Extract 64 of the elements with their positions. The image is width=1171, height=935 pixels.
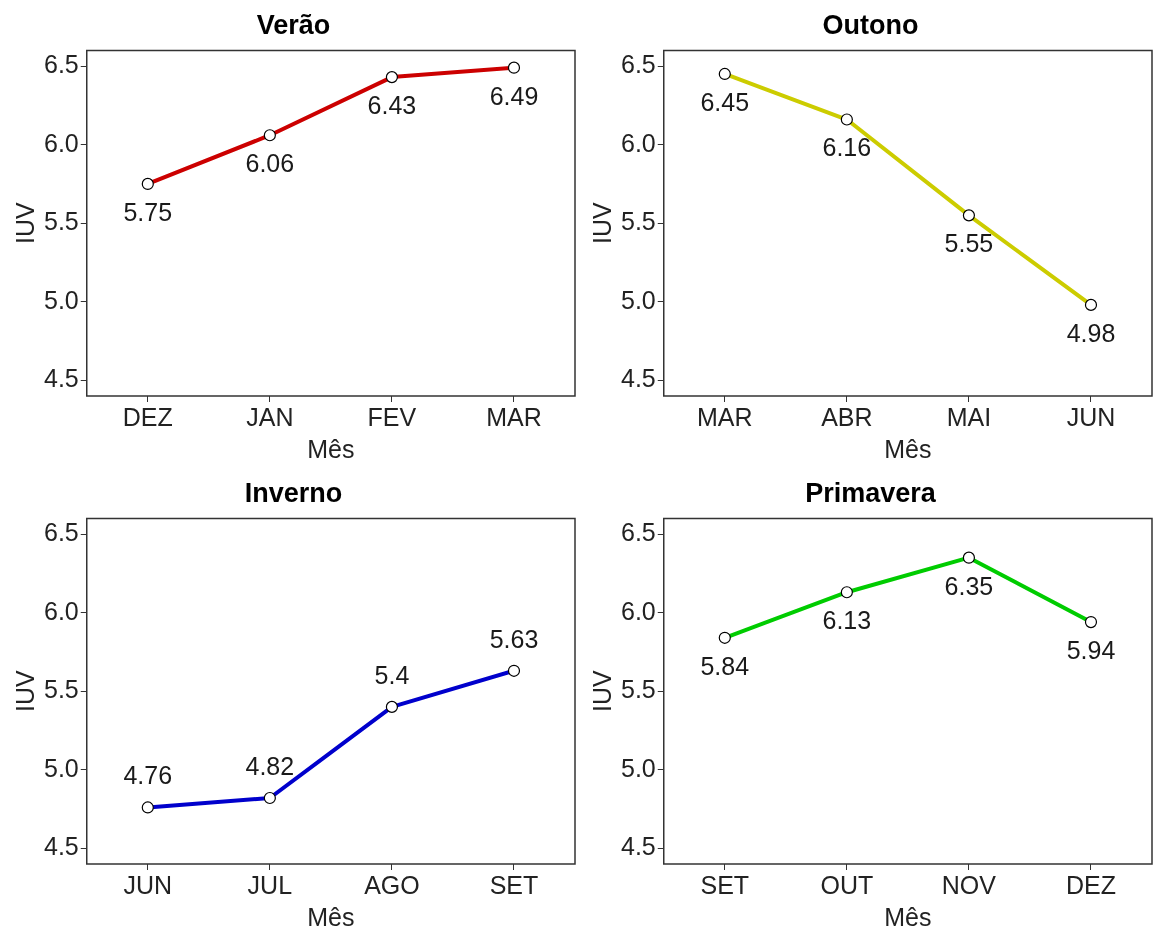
x-tick-label: MAI xyxy=(946,402,992,431)
y-tick-label: 6.5 xyxy=(620,50,656,78)
y-tick-label: 5.0 xyxy=(620,753,656,782)
chart-title: Inverno xyxy=(244,477,343,508)
y-tick-label: 6.0 xyxy=(620,128,656,157)
y-axis-title: IUV xyxy=(10,670,39,713)
y-tick-label: 5.0 xyxy=(620,285,656,314)
data-label: 4.82 xyxy=(245,751,295,780)
x-tick-label: JUL xyxy=(247,870,293,899)
x-tick-label: MAR xyxy=(486,402,542,431)
y-tick-label: 5.5 xyxy=(620,675,656,704)
data-label: 6.35 xyxy=(944,571,994,600)
x-axis-title: Mês xyxy=(884,902,932,931)
x-axis-title: Mês xyxy=(307,902,355,931)
y-axis-title: IUV xyxy=(587,670,616,713)
x-tick-label: AGO xyxy=(364,870,420,899)
y-tick-label: 4.5 xyxy=(620,364,656,393)
x-tick-label: MAR xyxy=(697,402,753,431)
data-label: 5.75 xyxy=(123,197,173,226)
y-tick-label: 4.5 xyxy=(43,832,79,861)
x-tick-label: SET xyxy=(489,870,539,899)
data-label: 6.43 xyxy=(367,91,417,119)
data-label: 5.55 xyxy=(944,229,994,258)
y-tick-label: 6.0 xyxy=(620,596,656,625)
data-label: 6.45 xyxy=(700,87,750,116)
y-tick-label: 6.5 xyxy=(43,50,79,78)
y-tick-label: 5.0 xyxy=(43,285,79,314)
data-label: 6.16 xyxy=(822,133,872,162)
chart-title: Verão xyxy=(256,9,331,40)
y-tick-label: 5.5 xyxy=(43,207,79,236)
x-tick-label: NOV xyxy=(941,870,997,899)
y-tick-label: 5.5 xyxy=(620,207,656,236)
data-label: 6.49 xyxy=(489,81,539,110)
x-tick-label: FEV xyxy=(367,402,417,431)
data-label: 5.94 xyxy=(1066,635,1116,664)
data-label: 5.4 xyxy=(374,660,410,689)
data-label: 5.84 xyxy=(700,651,750,680)
x-tick-label: JAN xyxy=(246,402,294,431)
y-tick-label: 6.0 xyxy=(43,596,79,625)
chart-title: Primavera xyxy=(805,477,937,508)
y-axis-title: IUV xyxy=(587,202,616,245)
y-tick-label: 4.5 xyxy=(620,832,656,861)
x-axis-title: Mês xyxy=(884,434,932,463)
x-tick-label: OUT xyxy=(820,870,874,899)
y-tick-label: 6.0 xyxy=(43,128,79,157)
y-axis-title: IUV xyxy=(10,202,39,245)
data-label: 4.76 xyxy=(123,761,173,790)
y-tick-label: 6.5 xyxy=(43,518,79,546)
y-tick-label: 5.5 xyxy=(43,675,79,704)
x-axis-title: Mês xyxy=(307,434,355,463)
chart-title: Outono xyxy=(822,9,919,40)
data-label: 5.63 xyxy=(489,624,539,653)
x-tick-label: DEZ xyxy=(1065,870,1116,899)
x-tick-label: JUN xyxy=(123,870,173,899)
data-label: 6.13 xyxy=(822,606,872,635)
x-tick-label: DEZ xyxy=(122,402,173,431)
x-tick-label: JUN xyxy=(1066,402,1116,431)
y-tick-label: 5.0 xyxy=(43,753,79,782)
y-tick-label: 6.5 xyxy=(620,518,656,546)
y-tick-label: 4.5 xyxy=(43,364,79,393)
data-label: 4.98 xyxy=(1066,318,1116,347)
data-label: 6.06 xyxy=(245,149,295,178)
x-tick-label: SET xyxy=(700,870,750,899)
x-tick-label: ABR xyxy=(821,402,873,431)
